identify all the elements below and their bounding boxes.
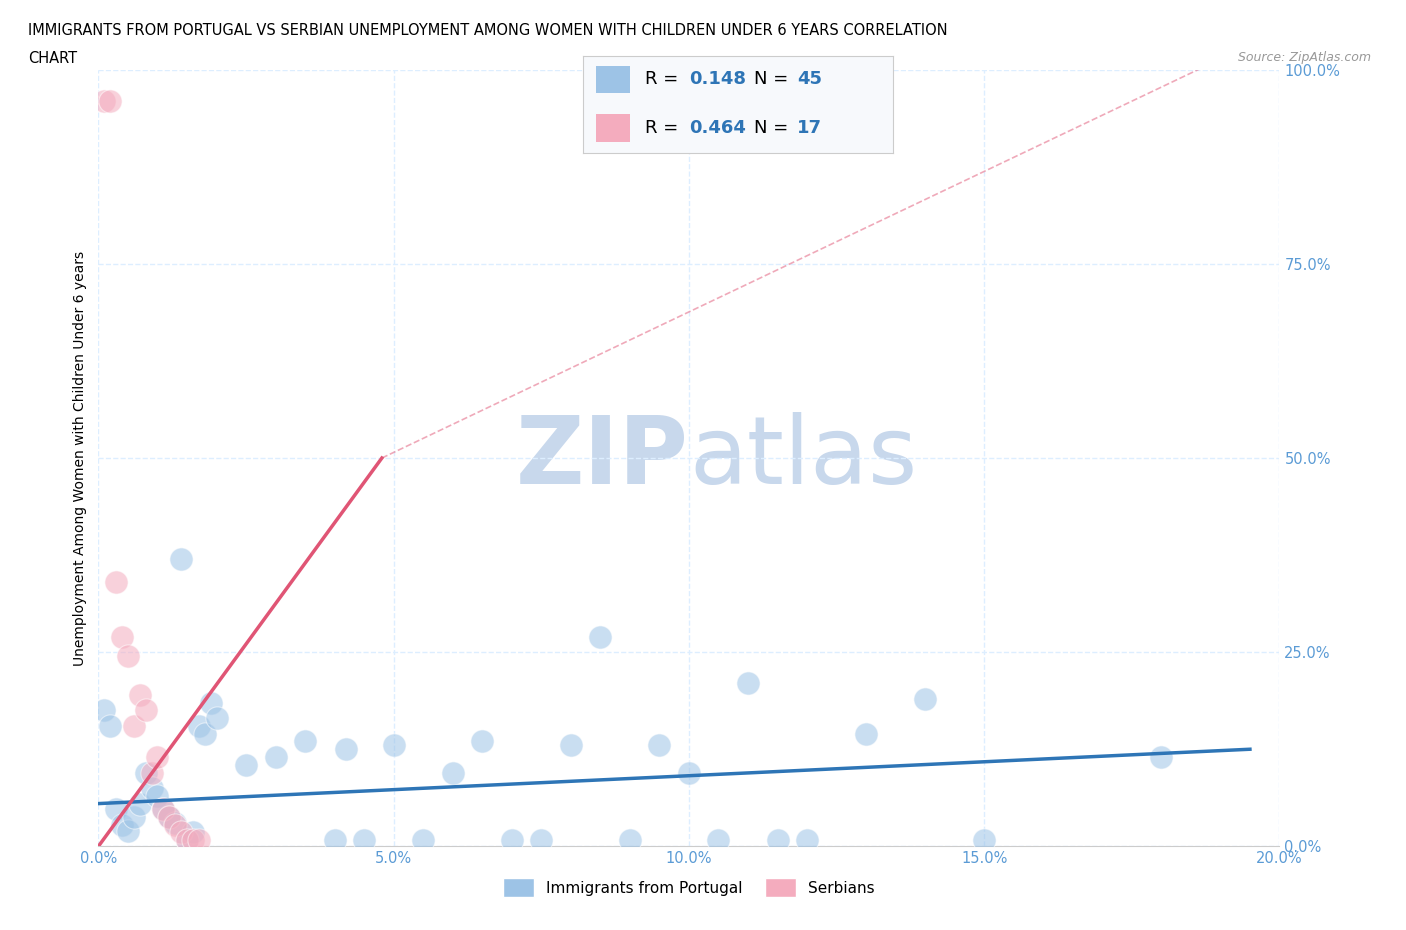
Point [560, 737, 582, 752]
FancyBboxPatch shape [596, 66, 630, 93]
Point [157, 809, 180, 824]
Point [855, 726, 877, 741]
Point [200, 696, 222, 711]
Point [93, 93, 115, 108]
Point [117, 823, 139, 838]
Point [323, 832, 346, 847]
Point [111, 817, 134, 832]
Point [1150, 750, 1173, 764]
Point [235, 757, 257, 772]
FancyBboxPatch shape [596, 114, 630, 141]
Text: 0.464: 0.464 [689, 118, 745, 137]
Text: 45: 45 [797, 70, 823, 87]
Text: Source: ZipAtlas.com: Source: ZipAtlas.com [1237, 51, 1371, 64]
Point [111, 630, 134, 644]
Point [165, 816, 187, 830]
Point [128, 796, 150, 811]
Point [117, 648, 139, 663]
Point [105, 575, 128, 590]
Text: CHART: CHART [28, 51, 77, 66]
Point [122, 719, 145, 734]
Point [105, 802, 128, 817]
Point [501, 832, 523, 847]
Text: IMMIGRANTS FROM PORTUGAL VS SERBIAN UNEMPLOYMENT AMONG WOMEN WITH CHILDREN UNDER: IMMIGRANTS FROM PORTUGAL VS SERBIAN UNEM… [28, 23, 948, 38]
Text: 0.148: 0.148 [689, 70, 745, 87]
Text: ZIP: ZIP [516, 412, 689, 504]
Point [157, 809, 180, 824]
Point [335, 742, 357, 757]
Point [678, 765, 700, 780]
Point [98, 719, 121, 734]
Point [152, 802, 174, 817]
Point [146, 789, 169, 804]
Point [146, 750, 169, 764]
Point [412, 832, 434, 847]
Text: R =: R = [645, 70, 685, 87]
Point [135, 765, 157, 780]
Point [170, 825, 193, 840]
Y-axis label: Unemployment Among Women with Children Under 6 years: Unemployment Among Women with Children U… [73, 250, 87, 666]
Point [619, 832, 641, 847]
Point [973, 832, 995, 847]
Point [128, 687, 150, 702]
Point [152, 802, 174, 817]
Point [441, 765, 464, 780]
Point [194, 726, 217, 741]
Text: atlas: atlas [689, 412, 917, 504]
Text: 17: 17 [797, 118, 823, 137]
Point [141, 765, 163, 780]
Point [264, 750, 287, 764]
Point [181, 832, 204, 847]
Point [176, 832, 198, 847]
Point [530, 832, 553, 847]
Point [205, 711, 228, 725]
Point [648, 737, 671, 752]
Point [98, 93, 121, 108]
Point [170, 551, 193, 566]
Point [135, 703, 157, 718]
Point [141, 780, 163, 795]
Point [176, 832, 198, 847]
Point [294, 734, 316, 749]
Text: R =: R = [645, 118, 685, 137]
Point [766, 832, 789, 847]
Point [187, 719, 209, 734]
Point [707, 832, 730, 847]
Point [382, 737, 405, 752]
Point [165, 817, 187, 832]
Point [181, 825, 204, 840]
Point [122, 809, 145, 824]
Point [187, 832, 209, 847]
Point [589, 630, 612, 644]
Point [796, 832, 818, 847]
Point [93, 703, 115, 718]
Legend: Immigrants from Portugal, Serbians: Immigrants from Portugal, Serbians [495, 870, 883, 905]
Point [353, 832, 375, 847]
Text: N =: N = [754, 118, 793, 137]
Text: N =: N = [754, 70, 793, 87]
Point [737, 676, 759, 691]
Point [914, 691, 936, 706]
Point [471, 734, 494, 749]
